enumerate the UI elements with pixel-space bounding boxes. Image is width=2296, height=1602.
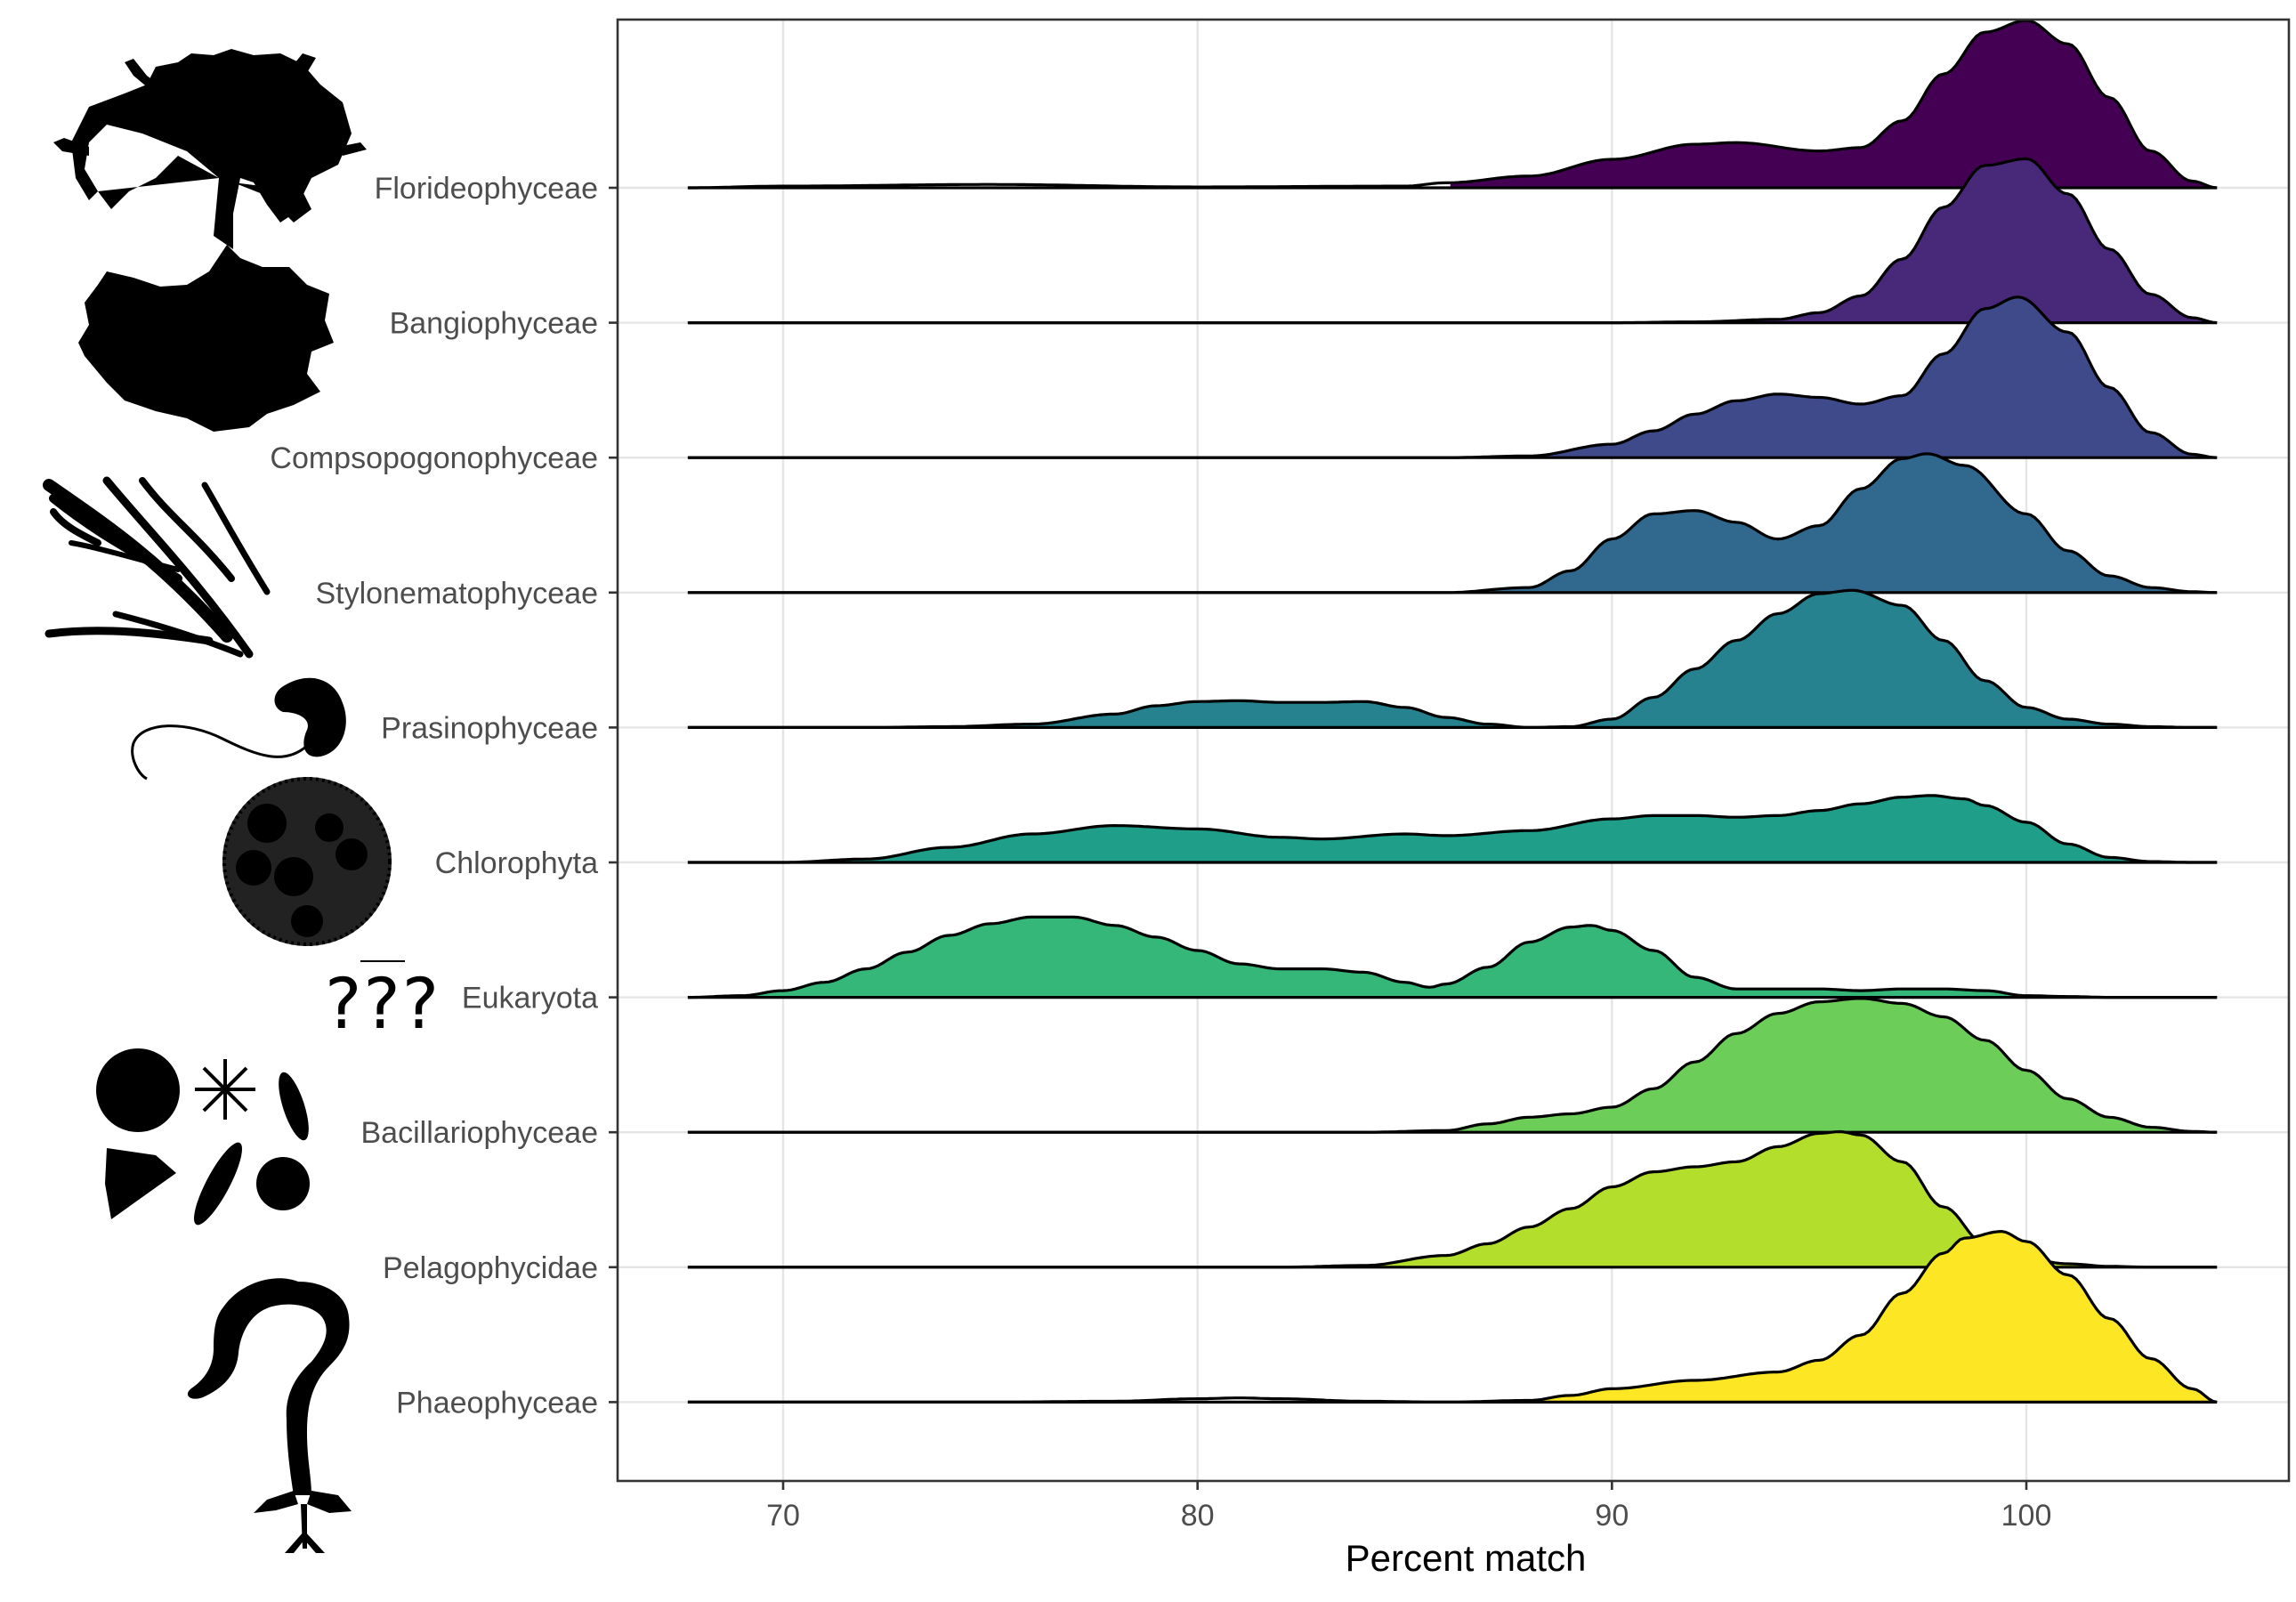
x-axis: 70 80 90 100 (766, 1481, 2051, 1533)
y-tick-label: Chlorophyta (435, 846, 598, 880)
ridge-outline (687, 997, 2218, 1134)
x-axis-title: Percent match (1346, 1537, 1587, 1579)
density-ridges (687, 19, 2218, 1404)
unknown-marker: ??? (325, 965, 441, 1045)
ridge-outline (687, 19, 2218, 190)
ridge-outline (687, 157, 2218, 325)
x-tick-label: 80 (1181, 1499, 1215, 1533)
x-tick-label: 70 (766, 1499, 800, 1533)
ridge-fill (1699, 158, 2218, 323)
ridge-outline (687, 1230, 2218, 1404)
ridge-prasinophyceae (687, 588, 2218, 730)
ridge-bacillariophyceae (687, 997, 2218, 1134)
kelp-icon (187, 1278, 352, 1553)
ridge-bangiophyceae (687, 157, 2218, 325)
red-alga-crust-icon (78, 245, 334, 432)
ridge-fill (869, 590, 2218, 728)
ridge-fill (1532, 1231, 2218, 1403)
ridge-stylonematophyceae (687, 452, 2218, 595)
ridge-outline (687, 295, 2218, 459)
x-tick-label: 100 (2001, 1499, 2052, 1533)
ridge-outline (687, 452, 2218, 595)
flagellate-cell-icon (131, 677, 346, 781)
ridge-outline (687, 588, 2218, 729)
y-tick-label: Compsopogonophyceae (270, 441, 598, 475)
x-tick-label: 90 (1595, 1499, 1629, 1533)
ridge-fill (787, 795, 2218, 862)
diatoms-icon (96, 1048, 310, 1226)
y-tick-label: Pelagophycidae (383, 1251, 598, 1285)
y-tick-label: Eukaryota (462, 982, 598, 1015)
ridge-fill (1492, 453, 2218, 593)
filamentous-alga-icon (43, 476, 271, 659)
organism-icons (43, 49, 405, 1553)
red-alga-tree-icon (53, 49, 367, 249)
ridge-outline (687, 794, 2218, 864)
ridge-outline (687, 1129, 2218, 1269)
y-tick-label: Bangiophyceae (390, 307, 598, 341)
plot-panel (616, 18, 2291, 1483)
ridge-fill (1450, 20, 2218, 188)
ridge-fill (1367, 1131, 2218, 1267)
y-tick-label: Phaeophyceae (396, 1386, 598, 1420)
panel-border (616, 18, 2291, 1483)
y-tick-label: Stylonematophyceae (315, 577, 598, 611)
volvox-colony-icon (222, 777, 405, 962)
ridge-outline (687, 915, 2218, 999)
ridge-fill (1409, 998, 2218, 1133)
y-axis: Florideophyceae Bangiophyceae Compsopogono… (270, 172, 618, 1420)
ridge-chlorophyta (687, 794, 2218, 864)
ridge-eukaryota (687, 915, 2218, 999)
y-tick-label: Bacillariophyceae (361, 1116, 599, 1150)
ridge-fill (687, 917, 2218, 998)
ridge-compsopogonophyceae (687, 295, 2218, 459)
y-tick-label: Prasinophyceae (381, 711, 598, 745)
y-tick-label: Florideophyceae (375, 172, 598, 206)
ridge-phaeophyceae (687, 1230, 2218, 1404)
ridge-fill (1532, 296, 2218, 458)
